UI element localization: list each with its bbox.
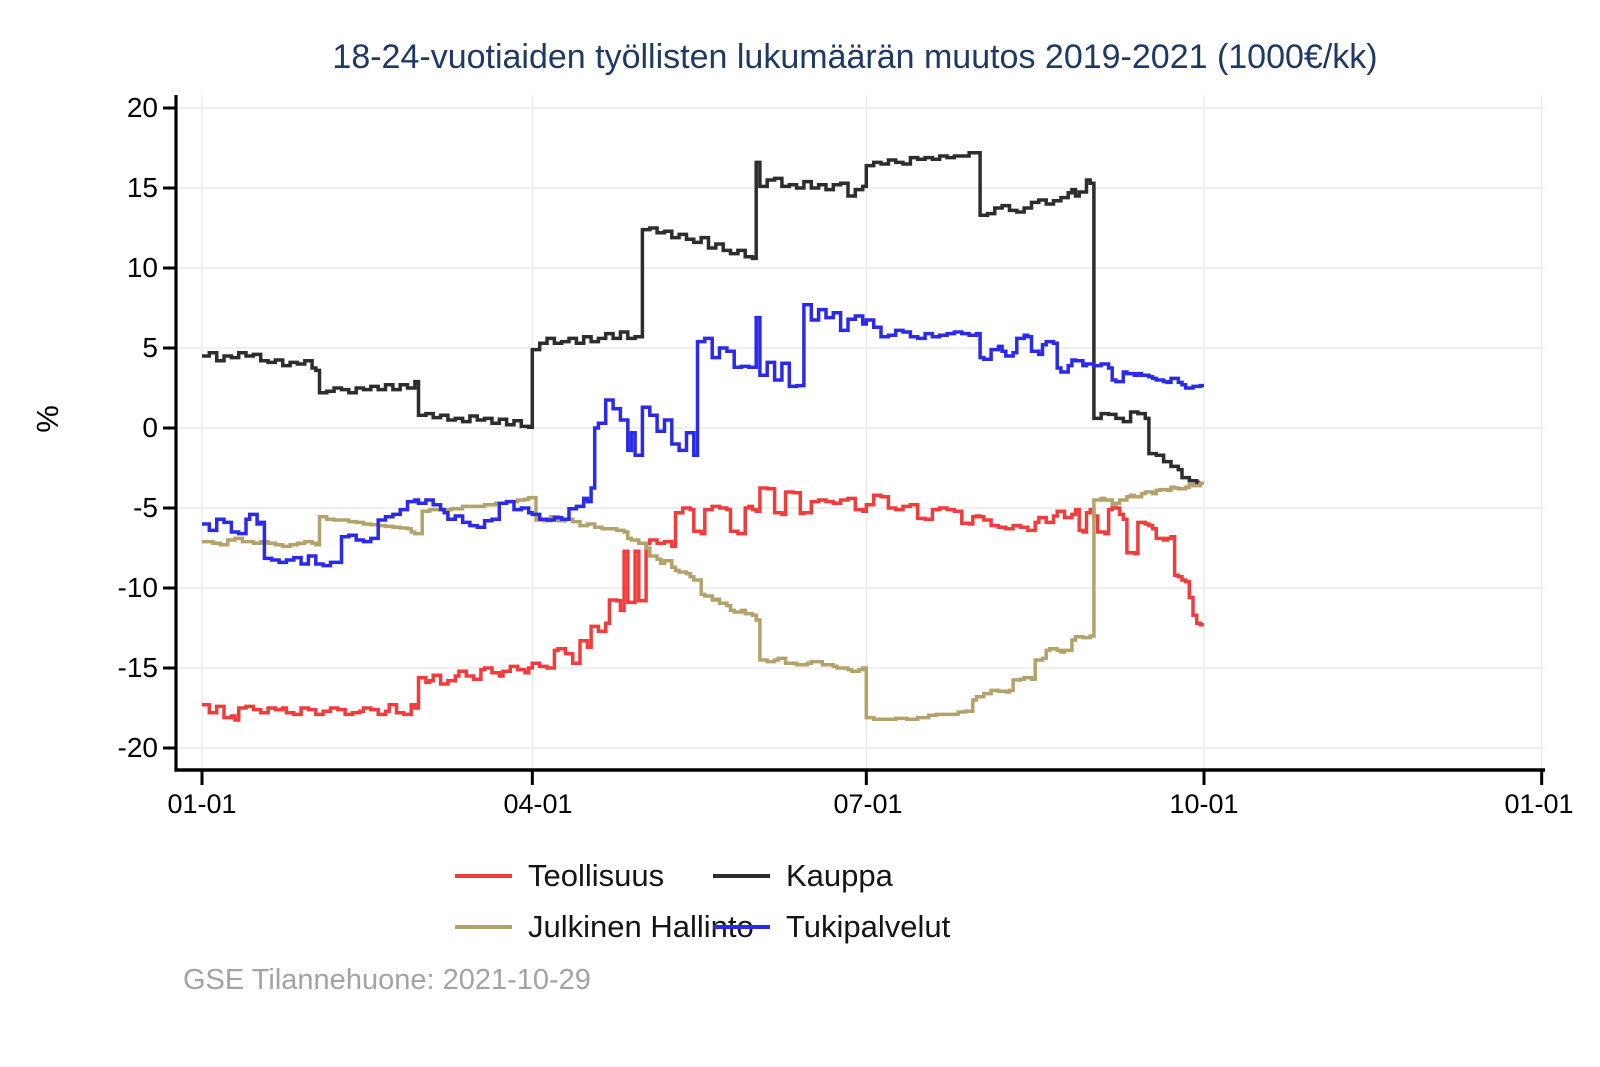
chart-title: 18-24-vuotiaiden työllisten lukumäärän m… [332,38,1378,76]
source-caption: GSE Tilannehuone: 2021-10-29 [183,964,591,996]
y-tick-label: 20 [126,92,158,123]
x-tick-label: 07-01 [833,789,903,819]
tukipalvelut-line-swatch [713,925,770,929]
y-tick-label: -5 [133,492,158,523]
legend-label: Kauppa [786,858,893,893]
legend-label: Tukipalvelut [786,909,951,944]
axes [163,95,1545,785]
y-tick-label: 15 [126,172,158,203]
legend-item-kauppa: Kauppa [713,858,950,894]
x-tick-label: 10-01 [1169,789,1239,819]
y-tick-label: -15 [117,652,158,683]
series-kauppa [202,151,1201,485]
x-tick-label: 04-01 [503,789,573,819]
kauppa-line-swatch [713,874,770,878]
julkinen-hallinto-line-swatch [455,925,512,929]
legend-item-tukipalvelut: Tukipalvelut [713,909,950,945]
legend-label: Teollisuus [528,858,665,893]
series-julkinen-hallinto [202,481,1204,721]
legend-item-julkinen-hallinto: Julkinen Hallinto [455,909,754,945]
y-tick-label: 0 [142,412,158,443]
x-tick-label: 01-01 [167,789,237,819]
legend-item-teollisuus: Teollisuus [455,858,713,894]
series-teollisuus [202,486,1204,722]
teollisuus-line-swatch [455,874,512,878]
legend: Teollisuus Kauppa Julkinen Hallinto Tuki… [455,858,950,945]
y-tick-label: -20 [117,732,158,763]
series-tukipalvelut [202,303,1204,568]
y-tick-label: -10 [117,572,158,603]
x-tick-label: 01-01 [1504,789,1574,819]
y-tick-label: 10 [126,252,158,283]
y-tick-label: 5 [142,332,158,363]
